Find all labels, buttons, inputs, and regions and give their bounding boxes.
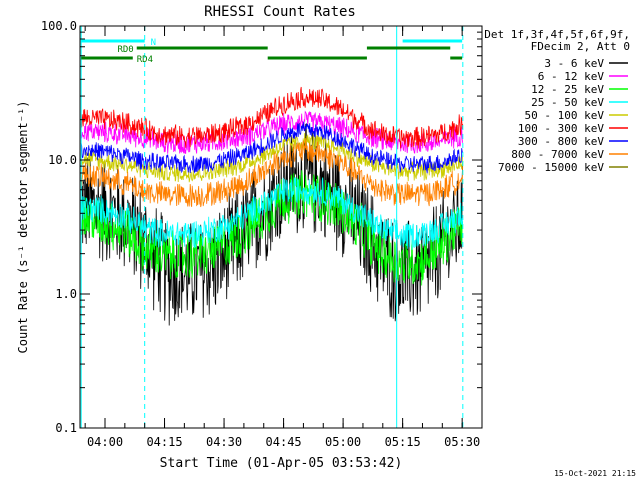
legend-label: 25 - 50 keV [531,96,604,109]
state-bar-label: RD0 [117,45,133,55]
legend-header: Det 1f,3f,4f,5f,6f,9f, [484,28,630,41]
x-tick-label: 05:30 [444,435,480,449]
y-tick-label: 1.0 [55,287,77,301]
legend-label: 3 - 6 keV [544,57,604,70]
chart-title: RHESSI Count Rates [204,4,356,20]
series-line [80,177,464,250]
legend-label: 100 - 300 keV [518,122,604,135]
x-tick-label: 04:30 [206,435,242,449]
legend-label: 12 - 25 keV [531,83,604,96]
x-tick-label: 04:15 [146,435,182,449]
state-bar-label: N [151,38,156,48]
legend-label: 300 - 800 keV [518,135,604,148]
time-marker-layer [80,26,464,428]
series-line [80,138,464,208]
legend-label: 50 - 100 keV [525,109,605,122]
x-axis-label: Start Time (01-Apr-05 03:53:42) [160,456,403,471]
legend-label: 6 - 12 keV [538,70,605,83]
y-axis-label: Count Rate (s⁻¹ detector segment⁻¹) [16,101,30,354]
y-tick-label: 10.0 [48,153,77,167]
y-tick-label: 100.0 [41,19,77,33]
legend-header: FDecim 2, Att 0 [531,40,630,53]
plot-timestamp: 15-Oct-2021 21:15 [554,469,636,478]
y-tick-label: 0.1 [55,421,77,435]
legend-label: 7000 - 15000 keV [498,161,604,174]
x-tick-label: 04:00 [87,435,123,449]
legend-label: 800 - 7000 keV [511,148,604,161]
axis-layer: 0.1 1.0 10.0 100.0 04:00 04:15 04:30 04:45 05:00… [41,19,483,449]
x-tick-label: 05:00 [325,435,361,449]
series-line [80,121,464,174]
x-tick-label: 04:45 [266,435,302,449]
legend: Det 1f,3f,4f,5f,6f,9f,FDecim 2, Att 0 3 -… [484,28,630,174]
plot-frame [79,25,483,429]
x-tick-label: 05:15 [385,435,421,449]
series-line [80,170,464,286]
state-bar-label: RD4 [137,55,153,65]
attenuator-bar-layer: N RD0 RD4 [81,38,463,65]
